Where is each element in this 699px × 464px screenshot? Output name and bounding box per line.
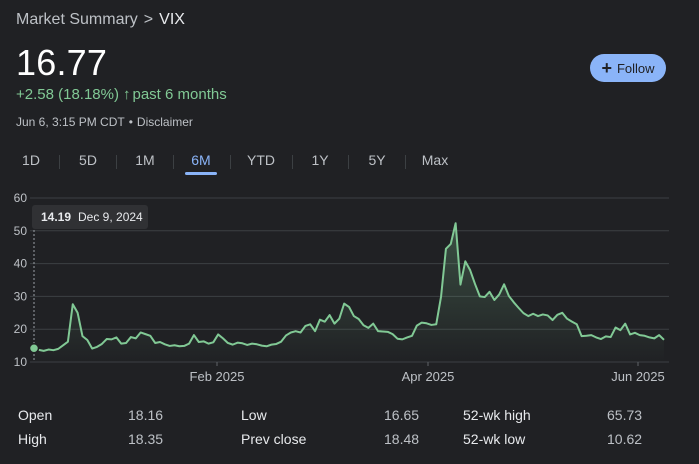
price-change: +2.58 (18.18%) ↑ past 6 months: [16, 86, 227, 103]
timestamp-line: Jun 6, 3:15 PM CDT • Disclaimer: [16, 115, 193, 129]
price-chart[interactable]: 10 20 30 40 50 60 14.19 Dec 9, 2024 Feb 2025 A…: [0, 184, 699, 394]
tab-divider: [116, 155, 117, 169]
meta-separator: •: [128, 115, 133, 129]
tab-5d[interactable]: 5D: [79, 152, 97, 168]
current-price: 16.77: [16, 42, 108, 83]
tab-1d[interactable]: 1D: [22, 152, 40, 168]
stat-label-low: Low: [241, 407, 267, 423]
plus-icon: +: [601, 58, 612, 78]
change-period: past 6 months: [132, 86, 227, 103]
tab-divider: [348, 155, 349, 169]
up-arrow-icon: ↑: [123, 86, 131, 103]
stat-value-open: 18.16: [128, 407, 164, 423]
chart-series-line: [33, 222, 665, 352]
disclaimer-link[interactable]: Disclaimer: [136, 115, 193, 129]
breadcrumb-separator: >: [143, 11, 154, 28]
follow-button[interactable]: + Follow: [590, 54, 666, 82]
breadcrumb-current: VIX: [159, 11, 185, 28]
breadcrumb: Market Summary > VIX: [16, 11, 185, 29]
y-tick-label: 50: [14, 224, 28, 238]
stat-label-52wk-high: 52-wk high: [463, 407, 531, 423]
stat-label-prev-close: Prev close: [241, 431, 307, 447]
tab-max[interactable]: Max: [421, 152, 449, 168]
stat-label-52wk-low: 52-wk low: [463, 431, 526, 447]
tab-6m[interactable]: 6M: [191, 152, 211, 168]
y-tick-label: 10: [14, 355, 28, 369]
tab-1m[interactable]: 1M: [135, 152, 155, 168]
tooltip-date: Dec 9, 2024: [78, 210, 143, 224]
x-tick-label: Jun 2025: [611, 369, 665, 384]
tab-divider: [173, 155, 174, 169]
stat-label-open: Open: [18, 407, 53, 423]
y-tick-label: 30: [14, 289, 28, 303]
change-value: +2.58 (18.18%): [16, 86, 119, 103]
stat-value-high: 18.35: [128, 431, 164, 447]
stat-value-52wk-low: 10.62: [607, 431, 643, 447]
y-tick-label: 20: [14, 322, 28, 336]
tab-5y[interactable]: 5Y: [368, 152, 386, 168]
chart-area-fill: [34, 223, 664, 362]
x-axis-labels: Feb 2025 Apr 2025 Jun 2025: [190, 369, 665, 384]
tab-divider: [292, 155, 293, 169]
x-axis-grid: [216, 362, 639, 366]
tab-divider: [59, 155, 60, 169]
hover-point-marker: [28, 343, 40, 354]
time-range-tabs: 1D 5D 1M 6M YTD 1Y 5Y Max: [0, 150, 699, 175]
tab-divider: [405, 155, 406, 169]
hover-tooltip: 14.19 Dec 9, 2024: [32, 205, 148, 229]
stat-value-52wk-high: 65.73: [607, 407, 643, 423]
stat-value-prev-close: 18.48: [384, 431, 420, 447]
y-tick-label: 40: [14, 257, 28, 271]
tab-1y[interactable]: 1Y: [311, 152, 329, 168]
stat-value-low: 16.65: [384, 407, 420, 423]
active-tab-indicator: [185, 172, 217, 175]
breadcrumb-parent-link[interactable]: Market Summary: [16, 11, 138, 28]
tooltip-value: 14.19: [41, 210, 71, 224]
y-axis: 10 20 30 40 50 60: [14, 191, 28, 369]
follow-label: Follow: [616, 60, 655, 76]
tab-ytd[interactable]: YTD: [247, 152, 275, 168]
tooltip-background: [32, 205, 148, 229]
x-tick-label: Feb 2025: [190, 369, 245, 384]
timestamp: Jun 6, 3:15 PM CDT: [16, 115, 125, 129]
y-tick-label: 60: [14, 191, 28, 205]
stat-label-high: High: [18, 431, 47, 447]
tab-divider: [230, 155, 231, 169]
x-tick-label: Apr 2025: [402, 369, 455, 384]
